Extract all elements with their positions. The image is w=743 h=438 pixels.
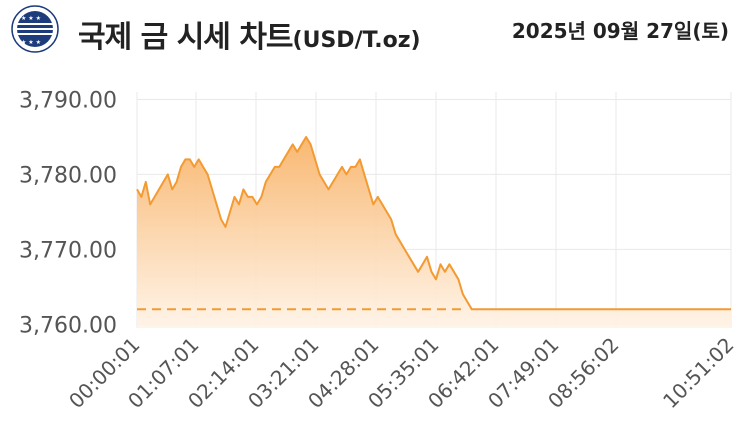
svg-text:★ ★ ★: ★ ★ ★ (21, 15, 41, 22)
page-title: 국제 금 시세 차트(USD/T.oz) (78, 12, 421, 56)
chart-header: ★ ★ ★ ★ ★ ★ 국제 금 시세 차트(USD/T.oz) 2025년 0… (0, 0, 743, 62)
samsung-globe-logo-icon: ★ ★ ★ ★ ★ ★ (11, 5, 59, 53)
x-tick-label: 10:51:02 (658, 333, 738, 413)
y-tick-label: 3,780.00 (19, 163, 117, 188)
svg-text:★ ★ ★: ★ ★ ★ (21, 39, 41, 46)
price-area (137, 137, 731, 328)
title-unit: (USD/T.oz) (292, 28, 421, 53)
price-line (136, 136, 731, 311)
gold-price-chart: 3,760.003,770.003,780.003,790.0000:00:01… (19, 88, 739, 413)
y-tick-label: 3,790.00 (19, 88, 117, 113)
y-tick-label: 3,760.00 (19, 313, 117, 338)
chart-date: 2025년 09월 27일(토) (511, 19, 729, 43)
title-text: 국제 금 시세 차트 (78, 20, 294, 55)
y-tick-label: 3,770.00 (19, 238, 117, 263)
